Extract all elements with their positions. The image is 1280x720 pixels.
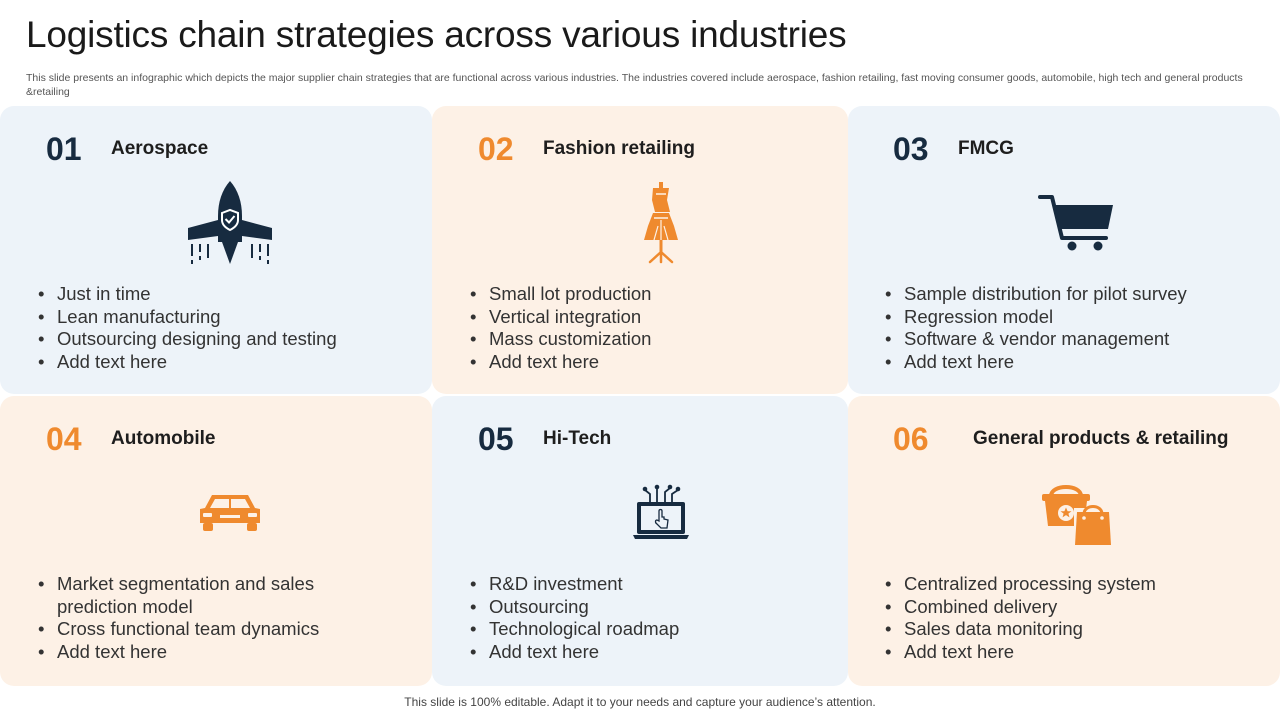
card-number: 05 xyxy=(478,421,514,457)
list-item: Add text here xyxy=(470,641,840,664)
bullet-list: Just in time Lean manufacturing Outsourc… xyxy=(38,283,418,373)
list-item: Software & vendor management xyxy=(885,328,1270,351)
card-heading: General products & retailing xyxy=(973,428,1229,449)
list-item: Just in time xyxy=(38,283,418,306)
list-item: Vertical integration xyxy=(470,306,840,329)
list-item: Lean manufacturing xyxy=(38,306,418,329)
footer-note: This slide is 100% editable. Adapt it to… xyxy=(404,695,876,709)
list-item: Outsourcing xyxy=(470,596,840,619)
list-item: Add text here xyxy=(885,351,1270,374)
card-number: 01 xyxy=(46,131,82,167)
list-item: Sales data monitoring xyxy=(885,618,1270,641)
bullet-list: Sample distribution for pilot survey Reg… xyxy=(885,283,1270,373)
card-heading: Hi-Tech xyxy=(543,428,612,449)
list-item: Cross functional team dynamics xyxy=(38,618,358,641)
shopping-basket-bag-icon xyxy=(1042,485,1112,546)
list-item: Centralized processing system xyxy=(885,573,1270,596)
bullet-list: Market segmentation and sales prediction… xyxy=(38,573,358,663)
card-number: 04 xyxy=(46,421,82,457)
dress-mannequin-icon xyxy=(644,182,678,264)
page-subtitle: This slide presents an infographic which… xyxy=(26,72,1243,98)
shopping-cart-icon xyxy=(1038,195,1113,251)
list-item: R&D investment xyxy=(470,573,840,596)
rocket-icon xyxy=(188,181,272,264)
list-item: Regression model xyxy=(885,306,1270,329)
card-heading: FMCG xyxy=(958,138,1014,159)
list-item: Sample distribution for pilot survey xyxy=(885,283,1270,306)
list-item: Market segmentation and sales prediction… xyxy=(38,573,358,618)
bullet-list: Centralized processing system Combined d… xyxy=(885,573,1270,663)
list-item: Add text here xyxy=(38,641,358,664)
list-item: Technological roadmap xyxy=(470,618,840,641)
card-heading: Fashion retailing xyxy=(543,138,696,159)
bullet-list: R&D investment Outsourcing Technological… xyxy=(470,573,840,663)
card-number: 06 xyxy=(893,421,929,457)
card-number: 02 xyxy=(478,131,514,167)
list-item: Add text here xyxy=(38,351,418,374)
list-item: Mass customization xyxy=(470,328,840,351)
bullet-list: Small lot production Vertical integratio… xyxy=(470,283,840,373)
car-icon xyxy=(200,495,260,531)
list-item: Small lot production xyxy=(470,283,840,306)
laptop-touch-icon xyxy=(633,484,689,539)
card-heading: Automobile xyxy=(111,428,216,449)
list-item: Outsourcing designing and testing xyxy=(38,328,418,351)
card-heading: Aerospace xyxy=(111,138,209,159)
list-item: Combined delivery xyxy=(885,596,1270,619)
page-title: Logistics chain strategies across variou… xyxy=(26,14,847,55)
list-item: Add text here xyxy=(470,351,840,374)
card-number: 03 xyxy=(893,131,929,167)
list-item: Add text here xyxy=(885,641,1270,664)
